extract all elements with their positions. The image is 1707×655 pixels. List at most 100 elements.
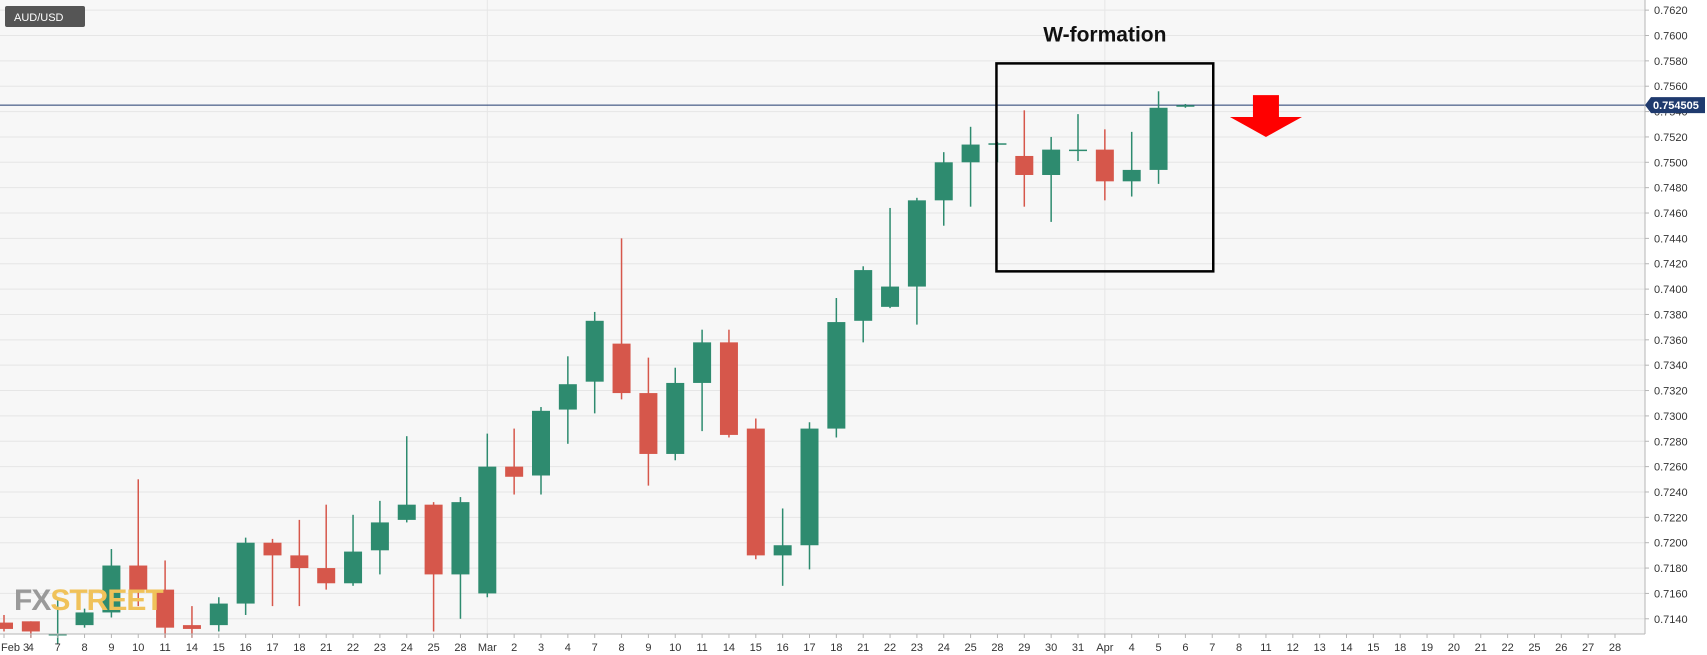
- x-tick-label: 10: [669, 642, 681, 654]
- x-tick-label: 19: [1421, 642, 1433, 654]
- candle-body: [881, 286, 900, 307]
- candle-body: [505, 466, 524, 477]
- x-tick-label: 22: [884, 642, 896, 654]
- candle: [934, 152, 953, 226]
- candle: [666, 367, 685, 461]
- candle-body: [1095, 149, 1114, 182]
- candle-body: [102, 565, 121, 613]
- candle: [800, 422, 819, 570]
- candle-body: [0, 622, 13, 629]
- logo-prefix: FX: [14, 584, 51, 617]
- x-tick-label: 9: [645, 642, 651, 654]
- candle-body: [934, 162, 953, 201]
- candle-body: [75, 612, 94, 626]
- x-tick-label: 25: [964, 642, 976, 654]
- y-tick-label: 0.7160: [1654, 588, 1688, 600]
- candle-body: [424, 504, 443, 575]
- x-tick-label: 15: [213, 642, 225, 654]
- y-tick-label: 0.7320: [1654, 386, 1688, 398]
- candle: [0, 614, 13, 632]
- x-tick-label: 7: [55, 642, 61, 654]
- x-tick-label: 21: [857, 642, 869, 654]
- x-tick-label: 15: [750, 642, 762, 654]
- candle-body: [800, 428, 819, 546]
- candle: [1015, 110, 1034, 207]
- candle: [478, 433, 497, 598]
- x-tick-label: 12: [1287, 642, 1299, 654]
- x-tick-label: 10: [132, 642, 144, 654]
- x-tick-label: 6: [1182, 642, 1188, 654]
- candle-body: [317, 568, 336, 584]
- x-tick-label: 16: [777, 642, 789, 654]
- candle: [182, 606, 201, 638]
- x-tick-label: 23: [911, 642, 923, 654]
- x-tick-label: 18: [1394, 642, 1406, 654]
- candle-body: [532, 410, 550, 476]
- candle: [1042, 136, 1061, 222]
- x-tick-label: 11: [696, 642, 707, 654]
- x-tick-label: 9: [108, 642, 114, 654]
- candle: [693, 329, 712, 432]
- candle-body: [478, 466, 497, 594]
- candle-body: [907, 200, 926, 287]
- candle: [746, 418, 765, 560]
- x-tick-label: 23: [374, 642, 386, 654]
- candle-body: [344, 551, 363, 584]
- x-tick-label: 25: [1528, 642, 1540, 654]
- candle-body: [961, 144, 980, 163]
- fxstreet-logo: FXSTREET: [14, 584, 164, 617]
- candle-body: [397, 504, 416, 520]
- x-tick-label: 22: [347, 642, 359, 654]
- x-tick-label: 3: [538, 642, 544, 654]
- candle: [236, 537, 255, 615]
- last-price-value: 0.754505: [1653, 100, 1699, 112]
- plot-background: [0, 0, 1645, 634]
- candle: [451, 497, 470, 619]
- candle: [585, 311, 604, 414]
- x-tick-label: 31: [1072, 642, 1084, 654]
- y-tick-label: 0.7480: [1654, 183, 1688, 195]
- candle-body: [827, 322, 846, 429]
- candle-body: [370, 522, 389, 551]
- x-tick-label: 29: [1018, 642, 1030, 654]
- x-tick-label: 8: [1236, 642, 1242, 654]
- candle-body: [290, 555, 309, 569]
- x-tick-label: 15: [1367, 642, 1379, 654]
- x-tick-label: 24: [938, 642, 950, 654]
- x-tick-label: 22: [1501, 642, 1513, 654]
- y-tick-label: 0.7280: [1654, 436, 1688, 448]
- x-tick-label: 28: [1609, 642, 1621, 654]
- x-tick-label: 4: [565, 642, 571, 654]
- y-tick-label: 0.7360: [1654, 335, 1688, 347]
- candle-body: [129, 565, 148, 590]
- x-tick-label: 8: [81, 642, 87, 654]
- x-tick-label: Mar: [478, 642, 497, 654]
- x-tick-label: 27: [1582, 642, 1594, 654]
- x-tick-label: 21: [320, 642, 332, 654]
- candle: [75, 608, 94, 628]
- x-tick-label: 18: [293, 642, 305, 654]
- x-tick-label: 14: [186, 642, 198, 654]
- x-tick-label: 20: [1448, 642, 1460, 654]
- candle: [1149, 91, 1168, 184]
- x-tick-label: 17: [266, 642, 278, 654]
- candle: [424, 502, 443, 632]
- x-tick-label: 16: [240, 642, 252, 654]
- candle: [344, 514, 363, 586]
- logo-suffix: STREET: [50, 584, 163, 617]
- x-tick-label: 5: [1155, 642, 1161, 654]
- candle: [827, 297, 846, 438]
- candle-body: [854, 270, 873, 321]
- candle-body: [1015, 155, 1034, 175]
- candle-body: [639, 393, 658, 454]
- y-tick-label: 0.7340: [1654, 360, 1688, 372]
- y-tick-label: 0.7220: [1654, 512, 1688, 524]
- logo-text: FXSTREET: [14, 584, 163, 617]
- w-formation-label: W-formation: [1043, 23, 1166, 46]
- candle-body: [746, 428, 765, 556]
- x-tick-label: 4: [28, 642, 34, 654]
- y-tick-label: 0.7620: [1654, 5, 1688, 17]
- candle-body: [21, 621, 40, 632]
- candle-body: [1042, 149, 1061, 175]
